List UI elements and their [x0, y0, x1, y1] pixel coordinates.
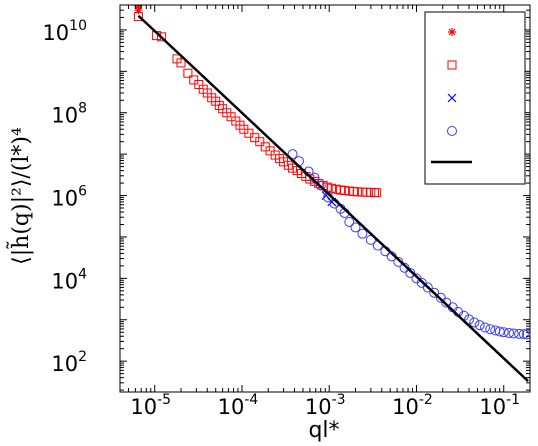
y-tick-label: 1010 — [42, 18, 87, 45]
data-point — [133, 12, 143, 22]
data-point — [429, 287, 440, 298]
data-point — [214, 100, 224, 110]
data-point — [494, 326, 505, 337]
data-point — [399, 262, 410, 273]
data-point — [189, 75, 199, 85]
data-point — [176, 58, 186, 68]
data-point — [485, 324, 496, 335]
data-point — [514, 328, 525, 339]
data-point — [134, 6, 143, 15]
data-point — [498, 327, 509, 338]
x-tick-label: 10-5 — [130, 392, 171, 419]
y-tick-label: 102 — [51, 349, 87, 376]
legend-marker — [447, 60, 457, 70]
data-point — [352, 187, 362, 197]
data-point — [357, 228, 368, 239]
data-point — [344, 216, 355, 227]
legend — [424, 11, 526, 185]
data-point — [279, 157, 289, 167]
x-tick-label: 10-1 — [479, 392, 520, 419]
data-point — [315, 180, 326, 191]
data-point — [422, 282, 433, 293]
data-layer — [133, 5, 530, 383]
data-point — [340, 186, 350, 196]
data-point — [469, 317, 480, 328]
data-point — [372, 188, 382, 198]
x-tick-label: 10-2 — [392, 392, 433, 419]
series-1 — [133, 12, 382, 198]
data-point — [480, 322, 491, 333]
legend-marker — [448, 28, 456, 36]
data-point — [326, 183, 336, 193]
data-point — [393, 256, 404, 267]
series-0 — [134, 5, 143, 15]
data-point — [183, 68, 193, 78]
x-tick-label: 10-4 — [218, 392, 259, 419]
series-4 — [137, 14, 529, 383]
data-point — [474, 320, 485, 331]
y-tick-label: 106 — [51, 184, 87, 211]
data-point — [255, 137, 265, 147]
y-tick-label: 104 — [51, 266, 87, 293]
y-axis-label: ⟨|h̃(q)|²⟩/(l*)⁴ — [7, 127, 34, 265]
axes — [119, 4, 531, 393]
legend-marker — [447, 126, 457, 136]
data-point — [157, 32, 167, 42]
data-point — [504, 327, 515, 338]
data-point — [464, 314, 475, 325]
data-point — [441, 297, 452, 308]
y-tick-label: 108 — [51, 101, 87, 128]
data-point — [134, 5, 143, 10]
legend-box — [424, 11, 526, 185]
data-point — [405, 267, 416, 278]
legend-marker — [447, 93, 457, 103]
x-axis-label: ql* — [308, 418, 339, 443]
data-point — [508, 328, 519, 339]
data-point — [288, 163, 298, 173]
fit-line — [137, 14, 529, 383]
x-tick-label: 10-3 — [305, 392, 346, 419]
data-point — [518, 329, 529, 340]
tick-labels: 10-5 10-4 10-3 10-2 10-1 102 104 106 108 1010 — [42, 18, 520, 419]
data-point — [350, 222, 361, 233]
data-point — [522, 329, 530, 340]
